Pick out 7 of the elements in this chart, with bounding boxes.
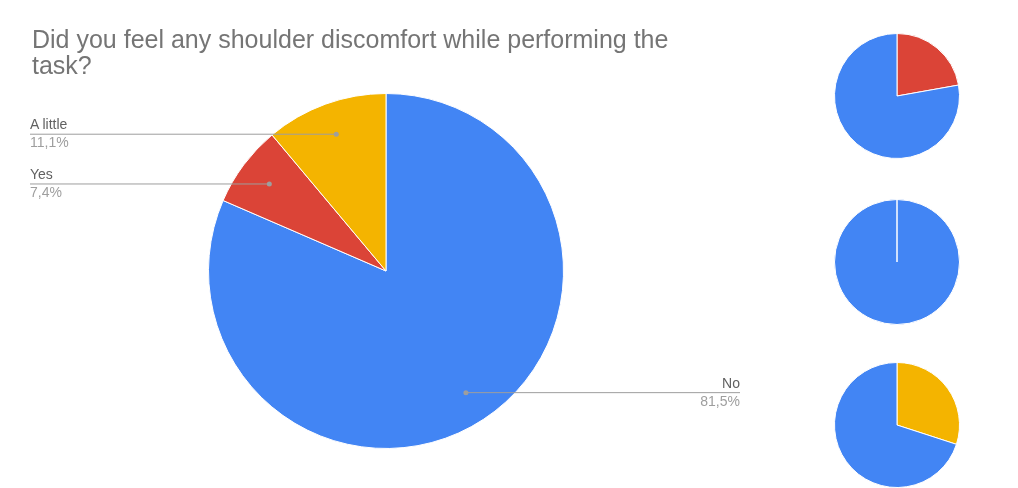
slice-label: No [722, 374, 741, 391]
data-label: 81,5% [700, 392, 740, 409]
slice-label: Yes [30, 165, 53, 182]
data-label: 11,1% [30, 134, 69, 151]
data-label: 7,4% [30, 183, 62, 200]
slice-label: A little [30, 116, 68, 133]
chart-title: Did you feel any shoulder discomfort while performing the task? [32, 25, 670, 79]
